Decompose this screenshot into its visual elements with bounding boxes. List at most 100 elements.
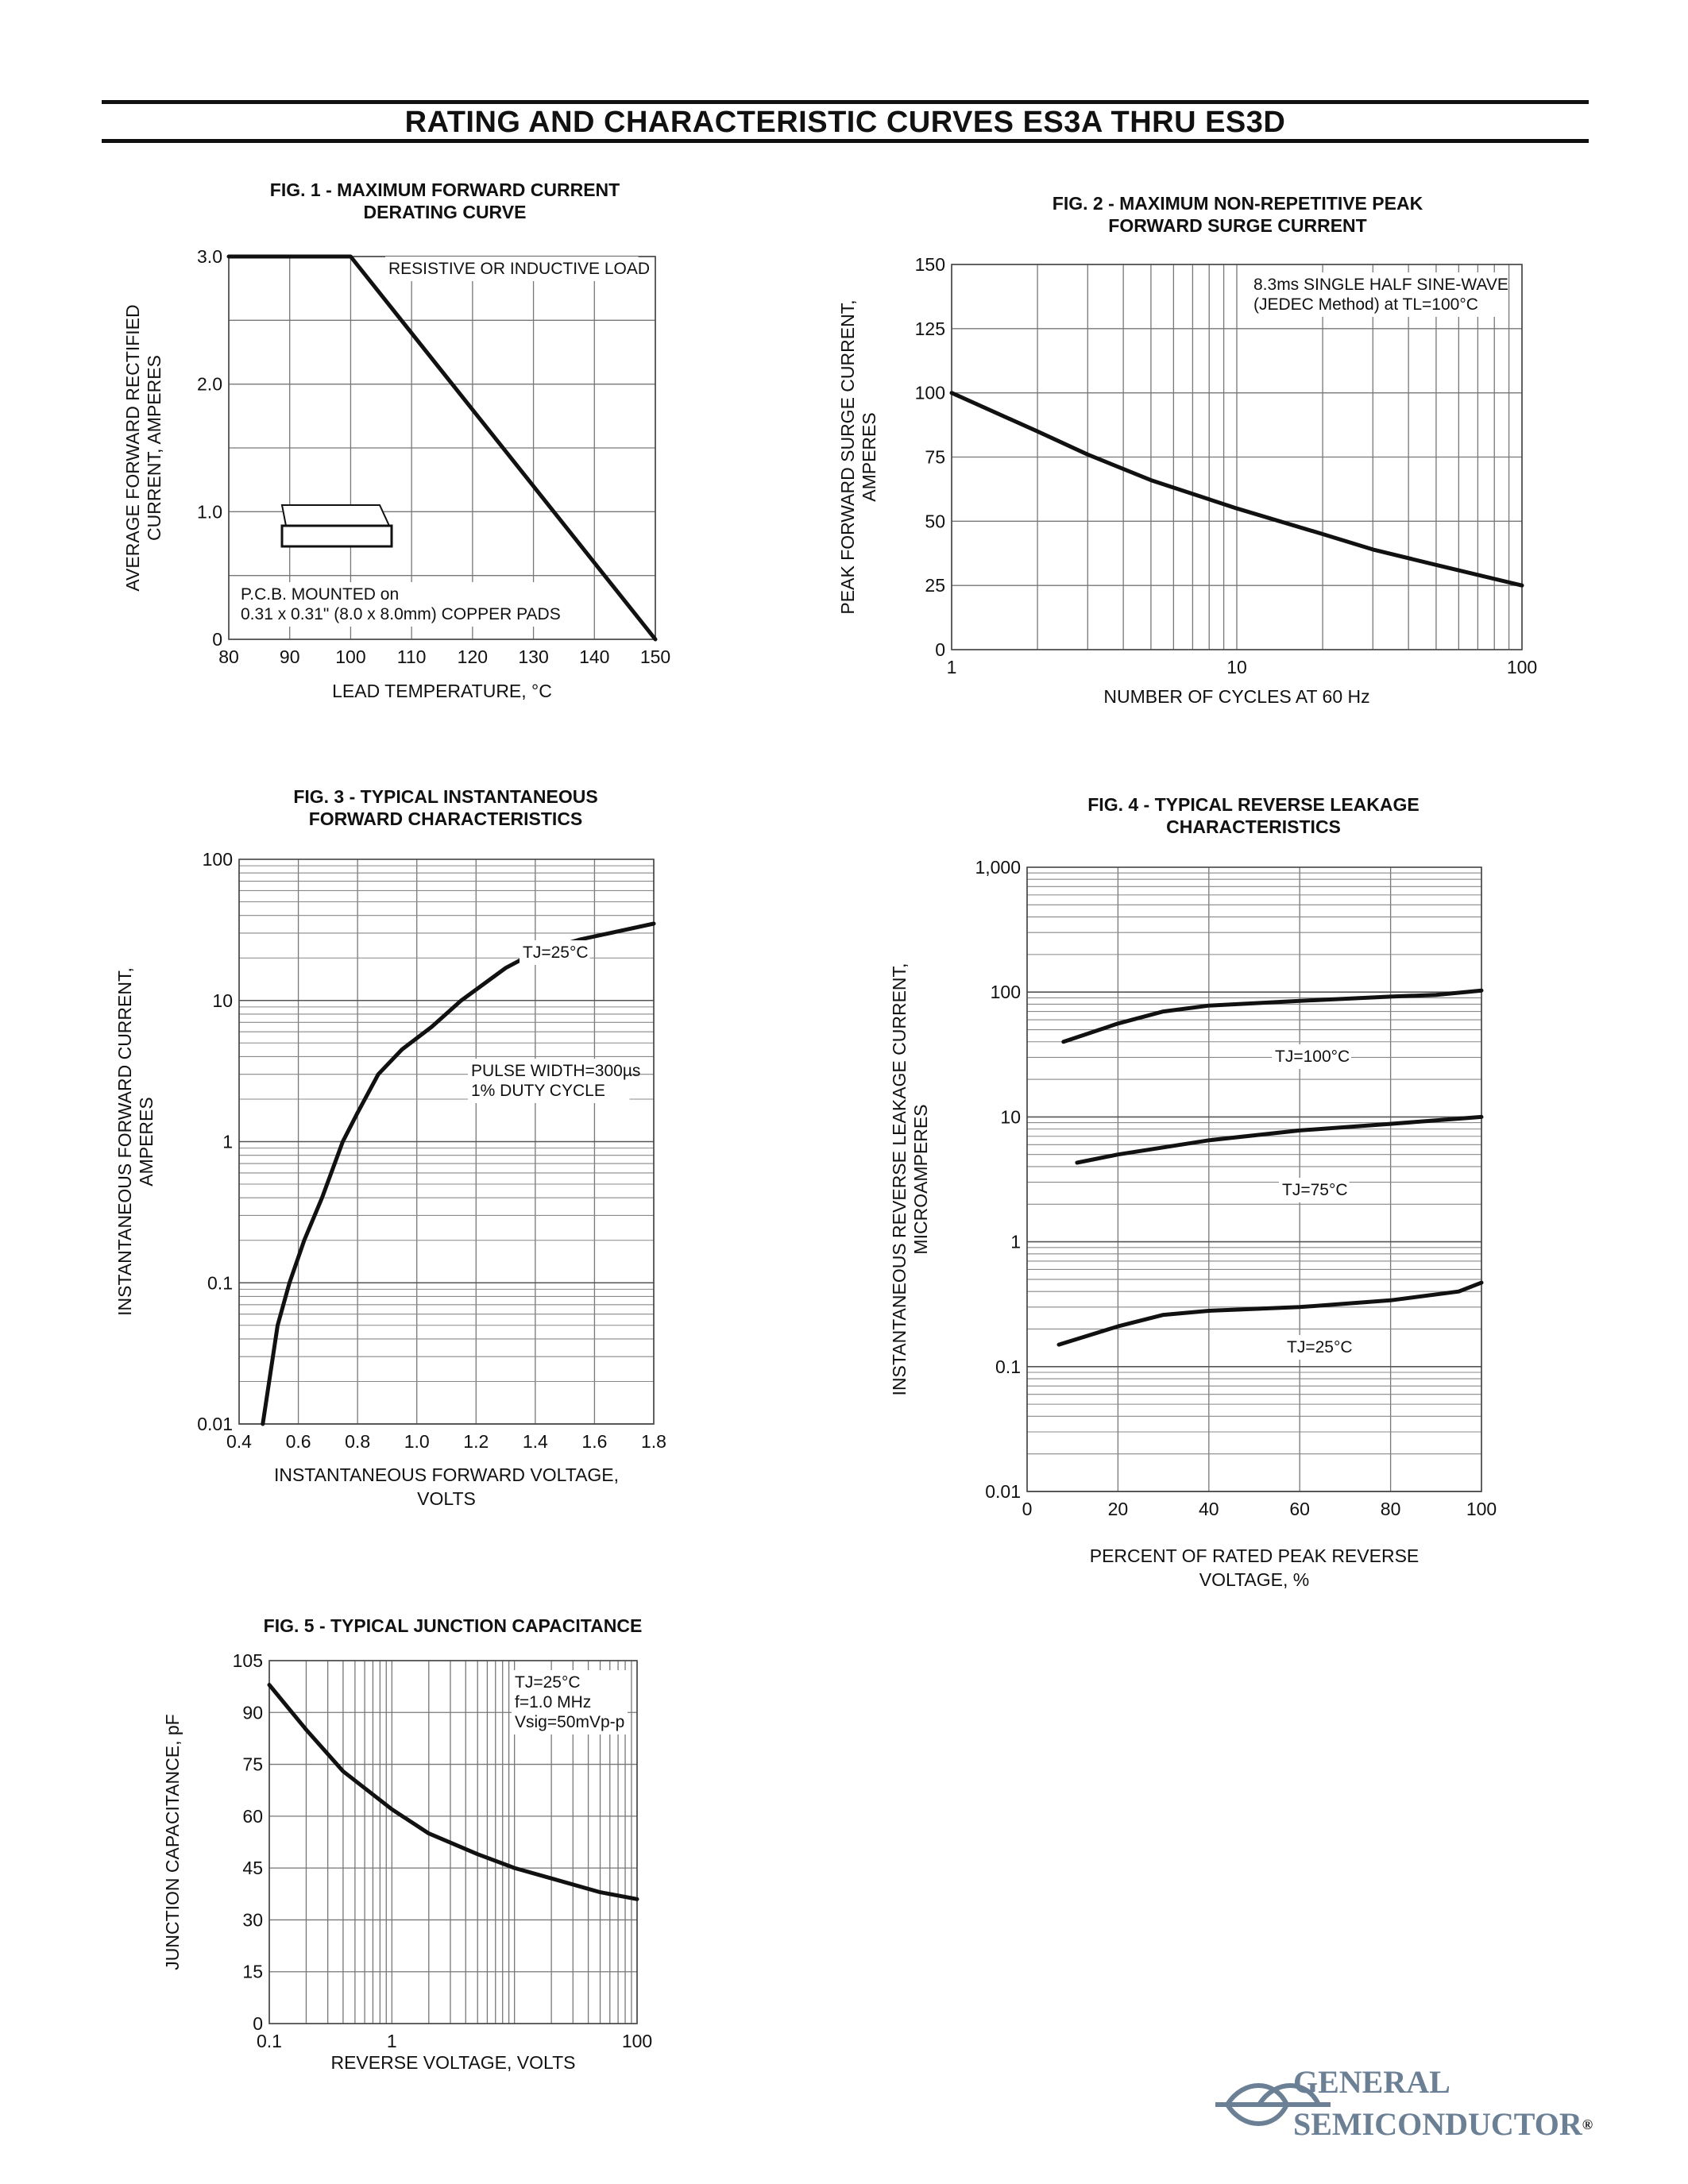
x-tick-label: 100 — [1507, 657, 1537, 677]
company-logo-text: GENERAL SEMICONDUCTOR® — [1293, 2065, 1593, 2149]
y-tick-label: 100 — [991, 982, 1021, 1002]
y-tick-label: 15 — [242, 1962, 263, 1982]
y-tick-label: 0.1 — [207, 1272, 233, 1293]
y-axis-label: INSTANTANEOUS REVERSE LEAKAGE CURRENT, — [889, 963, 910, 1396]
y-tick-label: 10 — [212, 990, 233, 1011]
annotation-text: TJ=25°C — [1287, 1338, 1353, 1356]
x-tick-label: 1.6 — [581, 1431, 607, 1452]
y-tick-label: 125 — [915, 318, 945, 339]
annotation-text: f=1.0 MHz — [515, 1693, 591, 1711]
x-tick-label: 1 — [387, 2031, 397, 2051]
chart-title: FIG. 1 - MAXIMUM FORWARD CURRENT — [270, 179, 620, 200]
chart-title: FORWARD CHARACTERISTICS — [309, 808, 583, 829]
y-tick-label: 90 — [242, 1702, 263, 1723]
annotation-bg — [520, 940, 590, 965]
series-line — [1056, 1280, 1484, 1347]
x-axis-label: REVERSE VOLTAGE, VOLTS — [330, 2052, 575, 2073]
x-axis-label: LEAD TEMPERATURE, °C — [332, 681, 552, 701]
y-tick-label: 0.01 — [197, 1414, 233, 1434]
chart-fig4: 0 20 40 60 80 100 0.01 0.1 1 10 100 1,000 FIG. 4 - T… — [889, 794, 1497, 1590]
series-line — [1061, 988, 1484, 1044]
company-logo-icon — [1215, 2083, 1331, 2126]
y-tick-label: 105 — [233, 1650, 263, 1671]
y-tick-label: 0 — [212, 629, 222, 650]
y-tick-label: 1,000 — [975, 857, 1021, 878]
x-tick-label: 10 — [1226, 657, 1247, 677]
x-tick-label: 100 — [622, 2031, 652, 2051]
x-tick-label: 1.2 — [463, 1431, 489, 1452]
chart-title: FIG. 5 - TYPICAL JUNCTION CAPACITANCE — [264, 1615, 643, 1636]
y-tick-label: 0.01 — [985, 1481, 1021, 1502]
y-tick-label: 25 — [925, 575, 945, 596]
annotation-text: 1% DUTY CYCLE — [471, 1082, 605, 1100]
annotation-text: RESISTIVE OR INDUCTIVE LOAD — [388, 260, 650, 278]
annotation-bg — [1272, 1044, 1351, 1069]
y-axis-label: JUNCTION CAPACITANCE, pF — [162, 1714, 183, 1970]
y-axis-label: AMPERES — [136, 1097, 156, 1186]
x-tick-label: 0.1 — [257, 2031, 282, 2051]
title-rule-bottom — [102, 139, 1589, 143]
x-tick-label: 80 — [1381, 1499, 1401, 1519]
chart-title: FIG. 2 - MAXIMUM NON-REPETITIVE PEAK — [1053, 193, 1423, 214]
y-tick-label: 1.0 — [197, 501, 222, 522]
x-axis-label: VOLTAGE, % — [1199, 1569, 1309, 1590]
x-tick-label: 0 — [1022, 1499, 1033, 1519]
x-tick-label: 0.6 — [286, 1431, 311, 1452]
chart-fig1: 80 90 100 110 120 130 140 150 0 1.0 2.0 3.0 FIG. 1 -… — [122, 179, 670, 701]
y-axis-label: AVERAGE FORWARD RECTIFIED — [122, 304, 143, 591]
logo-line1: GENERAL — [1293, 2064, 1450, 2100]
x-tick-label: 90 — [280, 646, 300, 667]
x-tick-label: 1.4 — [523, 1431, 548, 1452]
annotation-text: TJ=25°C — [523, 943, 589, 962]
x-tick-label: 110 — [397, 646, 427, 667]
series-line — [1075, 1114, 1484, 1165]
chart-title: FIG. 4 - TYPICAL REVERSE LEAKAGE — [1087, 794, 1419, 815]
y-tick-label: 45 — [242, 1858, 263, 1878]
x-tick-label: 120 — [458, 646, 488, 667]
annotation-text: P.C.B. MOUNTED on — [241, 585, 399, 604]
x-tick-label: 1.8 — [641, 1431, 666, 1452]
x-tick-label: 80 — [218, 646, 239, 667]
plot-frame — [238, 859, 655, 1425]
annotation-text: PULSE WIDTH=300µs — [471, 1062, 640, 1080]
x-axis-label: NUMBER OF CYCLES AT 60 Hz — [1103, 686, 1369, 707]
plot-frame — [268, 1660, 638, 2024]
chart-title: FORWARD SURGE CURRENT — [1108, 215, 1366, 236]
y-tick-label: 50 — [925, 511, 945, 531]
x-tick-label: 1.0 — [404, 1431, 430, 1452]
y-tick-label: 3.0 — [197, 246, 222, 267]
chart-title: CHARACTERISTICS — [1166, 816, 1341, 837]
x-tick-label: 40 — [1199, 1499, 1219, 1519]
y-axis-label: INSTANTANEOUS FORWARD CURRENT, — [114, 967, 135, 1316]
annotation-bg — [238, 582, 591, 627]
title-rule-top — [102, 100, 1589, 104]
y-tick-label: 0 — [935, 639, 945, 660]
y-tick-label: 60 — [242, 1806, 263, 1827]
y-tick-label: 10 — [1000, 1106, 1021, 1127]
plot-frame — [951, 264, 1523, 650]
y-tick-label: 0 — [253, 2013, 263, 2034]
x-tick-label: 140 — [579, 646, 609, 667]
x-tick-label: 0.4 — [226, 1431, 252, 1452]
series-line — [226, 254, 658, 642]
plot-frame — [1026, 866, 1482, 1492]
annotation-bg — [1250, 272, 1504, 317]
annotation-text: TJ=100°C — [1275, 1048, 1350, 1066]
x-axis-label: PERCENT OF RATED PEAK REVERSE — [1090, 1545, 1420, 1566]
chart-fig2: 1 10 100 0 25 50 75 100 125 150 FIG. 2 - MAXIMUM N… — [837, 193, 1537, 707]
package-icon-base — [280, 524, 393, 548]
annotation-bg — [512, 1670, 628, 1734]
package-icon — [280, 504, 391, 527]
x-tick-label: 130 — [518, 646, 548, 667]
series-line — [261, 921, 656, 1426]
x-tick-label: 100 — [335, 646, 365, 667]
x-tick-label: 150 — [640, 646, 670, 667]
x-tick-label: 100 — [1466, 1499, 1497, 1519]
x-axis-label: VOLTS — [417, 1488, 476, 1509]
y-tick-label: 1 — [1010, 1232, 1021, 1252]
annotation-bg — [385, 257, 639, 281]
series-line — [267, 1683, 639, 1901]
x-tick-label: 60 — [1289, 1499, 1310, 1519]
